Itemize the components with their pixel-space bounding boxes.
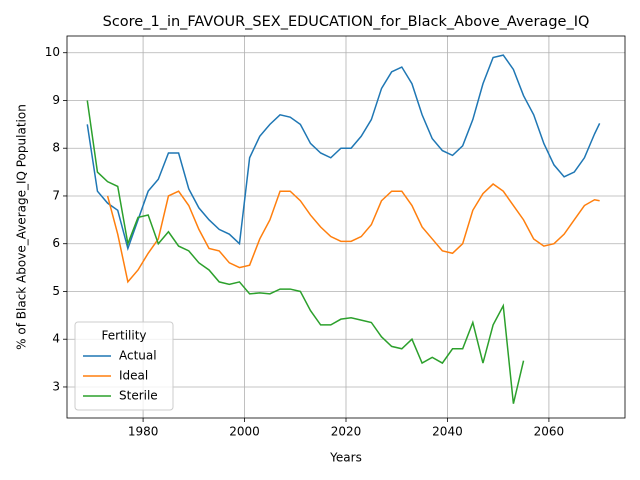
plot-frame — [66, 35, 626, 419]
legend-title: Fertility — [101, 329, 146, 343]
legend-label: Sterile — [119, 389, 158, 403]
legend: Fertility Actual Ideal Sterile — [74, 321, 174, 411]
x-tick-label: 2060 — [534, 425, 565, 439]
chart-title: Score_1_in_FAVOUR_SEX_EDUCATION_for_Blac… — [103, 14, 590, 30]
y-tick-label: 6 — [52, 236, 60, 250]
x-tick-label: 2040 — [432, 425, 463, 439]
data-line — [106, 183, 600, 284]
x-tick-label: 1980 — [128, 425, 159, 439]
x-tick-label: 2000 — [229, 425, 260, 439]
legend-label: Actual — [119, 349, 157, 363]
x-tick-label: 2020 — [331, 425, 362, 439]
legend-box — [74, 321, 174, 411]
y-axis-label: % of Black Above_Average_IQ Population — [15, 104, 29, 350]
y-tick-label: 9 — [52, 93, 60, 107]
y-tick-label: 8 — [52, 141, 60, 155]
y-tick-label: 4 — [52, 332, 60, 346]
y-tick-label: 10 — [45, 45, 60, 59]
data-line — [86, 100, 525, 404]
y-tick-label: 7 — [52, 188, 60, 202]
y-tick-label: 5 — [52, 284, 60, 298]
y-tick-label: 3 — [52, 379, 60, 393]
x-axis-label: Years — [329, 451, 362, 465]
data-line — [86, 54, 601, 252]
legend-label: Ideal — [119, 369, 148, 383]
